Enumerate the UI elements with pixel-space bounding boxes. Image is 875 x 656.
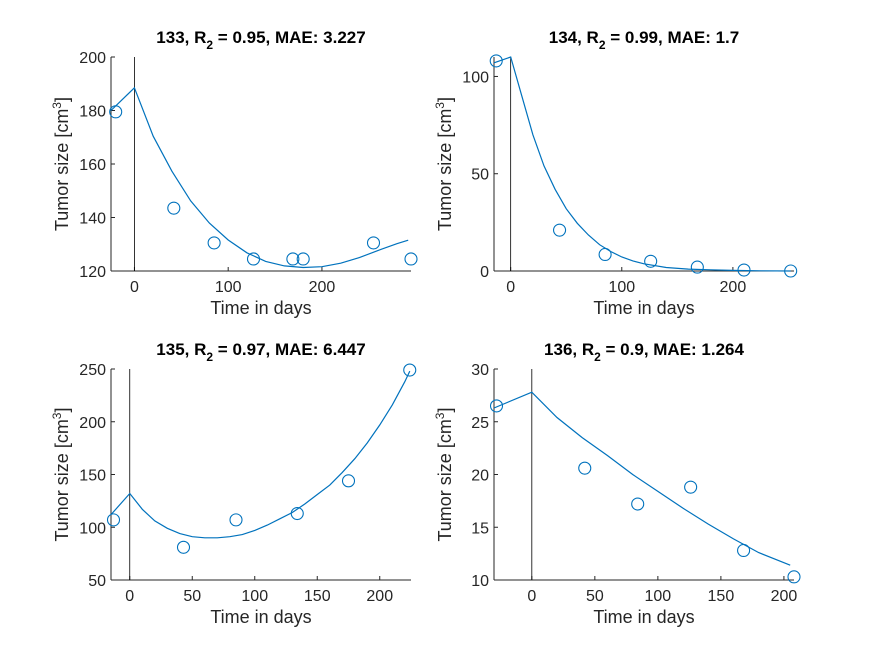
title-metrics: = 0.9, MAE: 1.264 <box>601 340 745 359</box>
title-subscript: 2 <box>206 350 213 364</box>
x-tick-label: 100 <box>241 588 268 605</box>
data-point <box>404 252 418 266</box>
x-tick-label: 50 <box>183 588 201 605</box>
fit-curve <box>493 391 791 566</box>
data-point <box>296 252 310 266</box>
data-point <box>787 570 801 584</box>
data-point <box>229 513 243 527</box>
fit-curve <box>110 86 409 269</box>
title-metrics: = 0.97, MAE: 6.447 <box>213 340 366 359</box>
x-tick-label: 100 <box>608 279 635 296</box>
y-tick-label: 180 <box>79 104 106 121</box>
data-point <box>489 54 503 68</box>
x-axis-label: Time in days <box>593 607 694 627</box>
chart-title: 134, R2 = 0.99, MAE: 1.7 <box>549 28 739 52</box>
data-point <box>176 540 191 554</box>
y-tick-label: 50 <box>88 573 106 590</box>
x-tick-label: 0 <box>125 588 134 605</box>
x-tick-label: 200 <box>309 279 336 296</box>
y-tick-label: 160 <box>79 157 106 174</box>
data-point <box>737 263 751 277</box>
data-point <box>109 105 123 119</box>
data-point <box>598 247 612 262</box>
data-point <box>489 399 504 413</box>
x-tick-label: 0 <box>130 279 139 296</box>
y-tick-label: 100 <box>462 69 489 86</box>
data-point <box>631 497 645 511</box>
x-tick-label: 200 <box>771 588 798 605</box>
x-tick-label: 150 <box>304 588 331 605</box>
data-point <box>290 506 304 521</box>
y-tick-label: 120 <box>79 264 106 281</box>
x-axis-label: Time in days <box>593 298 694 318</box>
y-axis-label: Tumor size [cm3] <box>50 97 72 231</box>
data-point <box>403 363 417 377</box>
x-tick-label: 0 <box>527 588 536 605</box>
data-point <box>286 252 300 266</box>
chart-title: 135, R2 = 0.97, MAE: 6.447 <box>156 340 365 364</box>
subplot-133: 133, R2 = 0.95, MAE: 3.22712014016018020… <box>50 28 418 318</box>
data-point <box>167 201 181 215</box>
fit-curve <box>110 370 411 539</box>
data-point <box>737 543 751 558</box>
y-axis-label: Tumor size [cm3] <box>433 97 455 231</box>
data-point <box>341 474 356 488</box>
x-tick-label: 200 <box>720 279 747 296</box>
title-id: 135, R <box>156 340 206 359</box>
title-subscript: 2 <box>594 350 601 364</box>
data-point <box>644 254 658 268</box>
title-id: 136, R <box>544 340 594 359</box>
y-tick-label: 150 <box>79 468 106 485</box>
title-subscript: 2 <box>599 38 606 52</box>
data-point <box>106 513 121 527</box>
data-point <box>690 260 704 274</box>
data-point <box>553 223 567 237</box>
y-tick-label: 50 <box>471 167 489 184</box>
data-point <box>366 236 381 250</box>
y-tick-label: 250 <box>79 362 106 379</box>
chart-title: 136, R2 = 0.9, MAE: 1.264 <box>544 340 744 364</box>
x-tick-label: 100 <box>215 279 242 296</box>
y-axis-label: Tumor size [cm3] <box>50 407 72 541</box>
title-id: 133, R <box>156 28 206 47</box>
subplot-134: 134, R2 = 0.99, MAE: 1.7 0 50 100 0 100 200 Tim… <box>433 28 798 318</box>
title-id: 134, R <box>549 28 599 47</box>
subplot-136: 136, R2 = 0.9, MAE: 1.264 10 15 20 25 30 0 50 10… <box>433 340 801 627</box>
x-tick-label: 0 <box>506 279 515 296</box>
chart-title: 133, R2 = 0.95, MAE: 3.227 <box>156 28 365 52</box>
title-metrics: = 0.95, MAE: 3.227 <box>213 28 366 47</box>
y-tick-label: 200 <box>79 415 106 432</box>
y-tick-label: 200 <box>79 50 106 67</box>
x-tick-label: 150 <box>708 588 735 605</box>
data-point <box>684 480 698 494</box>
data-point <box>207 236 221 250</box>
y-tick-label: 10 <box>471 573 489 590</box>
y-tick-label: 0 <box>480 264 489 281</box>
y-tick-label: 140 <box>79 211 106 228</box>
y-axis-label: Tumor size [cm3] <box>433 407 455 541</box>
x-axis-label: Time in days <box>210 298 311 318</box>
subplot-135: 135, R2 = 0.97, MAE: 6.44750100150200250… <box>50 340 417 627</box>
fit-curve <box>493 56 791 272</box>
y-tick-label: 20 <box>471 468 489 485</box>
data-point <box>784 264 798 278</box>
title-subscript: 2 <box>206 38 213 52</box>
x-tick-label: 50 <box>586 588 604 605</box>
y-tick-label: 30 <box>471 362 489 379</box>
y-tick-label: 25 <box>471 415 489 432</box>
y-tick-label: 15 <box>471 520 489 537</box>
x-axis-label: Time in days <box>210 607 311 627</box>
title-metrics: = 0.99, MAE: 1.7 <box>606 28 740 47</box>
x-tick-label: 200 <box>366 588 393 605</box>
x-tick-label: 100 <box>645 588 672 605</box>
data-point <box>246 252 261 266</box>
data-point <box>578 461 592 475</box>
y-tick-label: 100 <box>79 520 106 537</box>
